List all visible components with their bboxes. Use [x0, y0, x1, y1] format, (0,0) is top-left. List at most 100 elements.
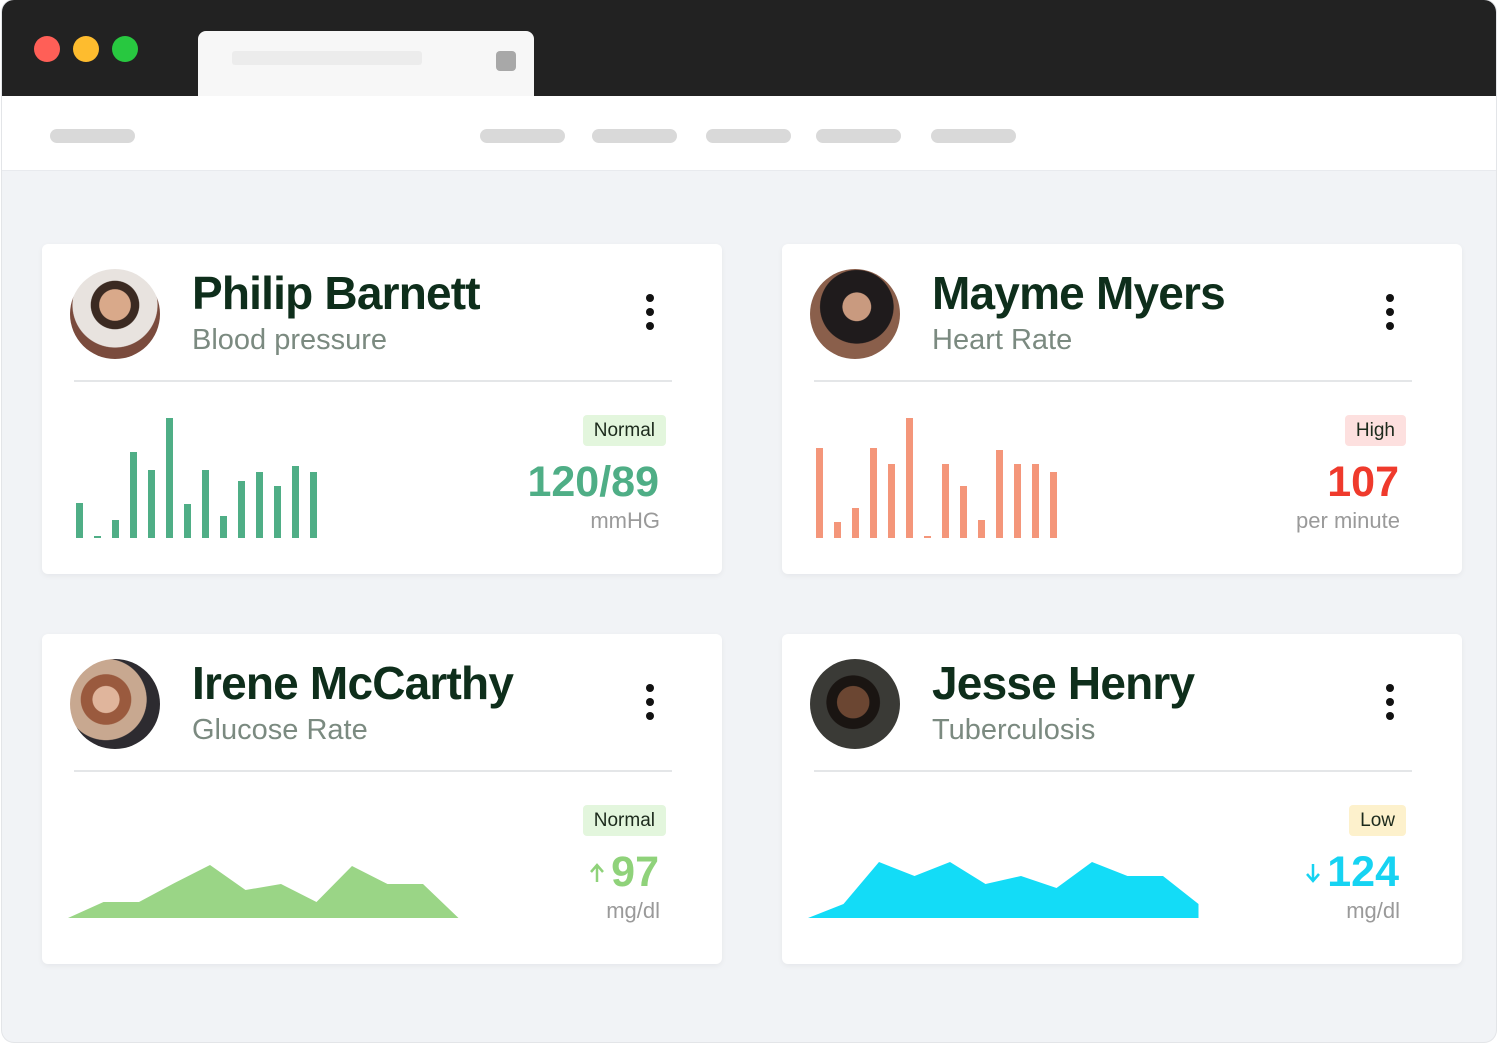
bar: [238, 481, 245, 538]
metric-name: Heart Rate: [932, 324, 1073, 356]
menu-dot: [646, 308, 654, 316]
avatar: [70, 269, 160, 359]
metric-name: Tuberculosis: [932, 714, 1096, 746]
bar: [202, 470, 209, 538]
patient-name: Mayme Myers: [932, 267, 1226, 319]
menu-dot: [1386, 698, 1394, 706]
bar: [130, 452, 137, 538]
chart: [816, 418, 1057, 538]
menu-dot: [646, 322, 654, 330]
nav-link[interactable]: [931, 129, 1016, 143]
status-badge: High: [1344, 415, 1406, 446]
area: [808, 862, 1199, 918]
patient-name: Philip Barnett: [192, 267, 481, 319]
bar: [924, 536, 931, 538]
bar: [94, 536, 101, 538]
divider: [74, 380, 672, 382]
metric-value: 97: [589, 848, 659, 897]
bar: [942, 464, 949, 538]
bar: [888, 464, 895, 538]
logo-placeholder[interactable]: [50, 129, 135, 143]
metric-unit: mg/dl: [1346, 898, 1400, 923]
value-text: 120/89: [527, 458, 659, 506]
metric-value: 124: [1305, 848, 1399, 897]
metric-unit: mmHG: [590, 508, 660, 533]
metric-value: 107: [1327, 458, 1399, 507]
more-menu[interactable]: [1380, 684, 1400, 728]
metric-value: 120/89: [527, 458, 659, 507]
arrow: [1306, 863, 1321, 883]
maximize-button[interactable]: [112, 36, 138, 62]
bar: [1014, 464, 1021, 538]
chart: [68, 865, 459, 918]
more-menu[interactable]: [640, 294, 660, 338]
bar: [1050, 472, 1057, 538]
bar: [166, 418, 173, 538]
area: [68, 865, 459, 918]
arrow: [590, 862, 605, 882]
bar: [834, 522, 841, 538]
divider: [814, 770, 1412, 772]
bar: [1032, 464, 1039, 538]
nav-link[interactable]: [592, 129, 677, 143]
value-text: 97: [611, 848, 659, 896]
divider: [814, 380, 1412, 382]
more-menu[interactable]: [1380, 294, 1400, 338]
status-badge: Normal: [582, 805, 666, 836]
avatar: [810, 269, 900, 359]
bar: [978, 520, 985, 538]
avatar: [810, 659, 900, 749]
patient-name: Jesse Henry: [932, 657, 1195, 709]
status-badge: Normal: [582, 415, 666, 446]
bar: [960, 486, 967, 538]
trend-arrow: [1306, 863, 1321, 883]
bar: [870, 448, 877, 538]
more-menu[interactable]: [640, 684, 660, 728]
menu-dot: [646, 294, 654, 302]
bar: [112, 520, 119, 538]
bar: [996, 450, 1003, 538]
minimize-button[interactable]: [73, 36, 99, 62]
value-text: 124: [1327, 848, 1399, 896]
menu-dot: [1386, 684, 1394, 692]
menu-dot: [1386, 712, 1394, 720]
value-text: 107: [1327, 458, 1399, 506]
close-button[interactable]: [34, 36, 60, 62]
menu-dot: [646, 712, 654, 720]
chart: [76, 418, 317, 538]
tab-placeholder: [232, 51, 422, 65]
bar: [184, 504, 191, 538]
patient-card: Philip Barnett Blood pressure Normal 120/89…: [42, 244, 722, 574]
nav-link[interactable]: [816, 129, 901, 143]
metric-unit: mg/dl: [606, 898, 660, 923]
bar: [310, 472, 317, 538]
menu-dot: [646, 684, 654, 692]
bar: [906, 418, 913, 538]
menu-dot: [1386, 294, 1394, 302]
divider: [74, 770, 672, 772]
patient-card: Jesse Henry Tuberculosis Low 124 mg/dl: [782, 634, 1462, 964]
bar: [256, 472, 263, 538]
menu-dot: [1386, 308, 1394, 316]
bar: [852, 508, 859, 538]
browser-chrome: [2, 0, 1496, 97]
bar: [76, 503, 83, 538]
nav-link[interactable]: [480, 129, 565, 143]
menu-dot: [1386, 322, 1394, 330]
trend-arrow: [590, 862, 605, 882]
patient-card: Mayme Myers Heart Rate High 107 per minute: [782, 244, 1462, 574]
metric-name: Glucose Rate: [192, 714, 368, 746]
browser-tab[interactable]: [198, 31, 534, 97]
metric-name: Blood pressure: [192, 324, 388, 356]
bar: [220, 516, 227, 538]
avatar: [70, 659, 160, 749]
nav-link[interactable]: [706, 129, 791, 143]
nav-bar: [2, 96, 1496, 171]
status-badge: Low: [1349, 805, 1406, 836]
bar: [816, 448, 823, 538]
bar: [148, 470, 155, 538]
tab-icon: [496, 51, 516, 71]
patient-card: Irene McCarthy Glucose Rate Normal 97 mg/dl: [42, 634, 722, 964]
